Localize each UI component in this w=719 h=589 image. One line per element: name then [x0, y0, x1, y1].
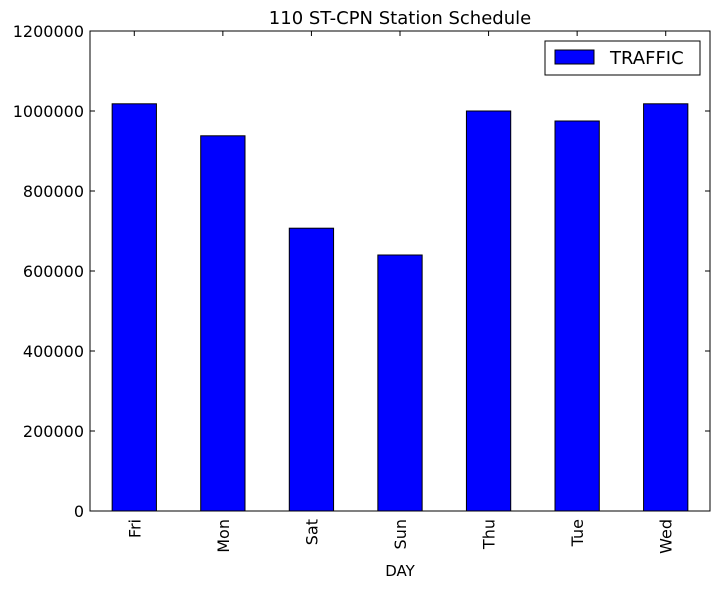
bars-group	[111, 103, 689, 512]
x-tick-label: Mon	[214, 519, 233, 553]
chart-title: 110 ST-CPN Station Schedule	[269, 8, 531, 29]
x-tick-label: Thu	[480, 519, 499, 550]
x-tick-label: Fri	[125, 519, 144, 538]
x-tick-label: Sat	[302, 519, 321, 545]
x-tick-label: Wed	[657, 519, 676, 554]
bar-sun	[377, 254, 423, 512]
bar-thu	[465, 110, 512, 512]
x-axis-ticks: Fri Mon Sat Sun Thu Tue Wed	[125, 31, 676, 554]
bar-sat	[288, 227, 335, 512]
bar-mon	[200, 135, 246, 512]
y-tick-label: 200000	[23, 422, 84, 441]
y-tick-label: 600000	[23, 262, 84, 281]
y-tick-label: 1200000	[13, 22, 84, 41]
y-tick-label: 0	[74, 502, 84, 521]
plot-frame	[89, 30, 711, 512]
x-axis-label: DAY	[385, 562, 415, 580]
bar-tue	[554, 120, 600, 512]
legend: TRAFFIC	[544, 40, 701, 76]
y-tick-label: 400000	[23, 342, 84, 361]
x-tick-label: Sun	[391, 519, 410, 549]
y-tick-label: 800000	[23, 182, 84, 201]
bar-fri	[111, 103, 157, 512]
legend-label: TRAFFIC	[609, 48, 684, 69]
bar-wed	[643, 103, 689, 512]
y-axis-ticks: 0 200000 400000 600000 800000 1000000 1200000	[13, 22, 710, 521]
y-tick-label: 1000000	[13, 102, 84, 121]
legend-swatch	[554, 49, 595, 65]
x-tick-label: Tue	[568, 519, 587, 547]
